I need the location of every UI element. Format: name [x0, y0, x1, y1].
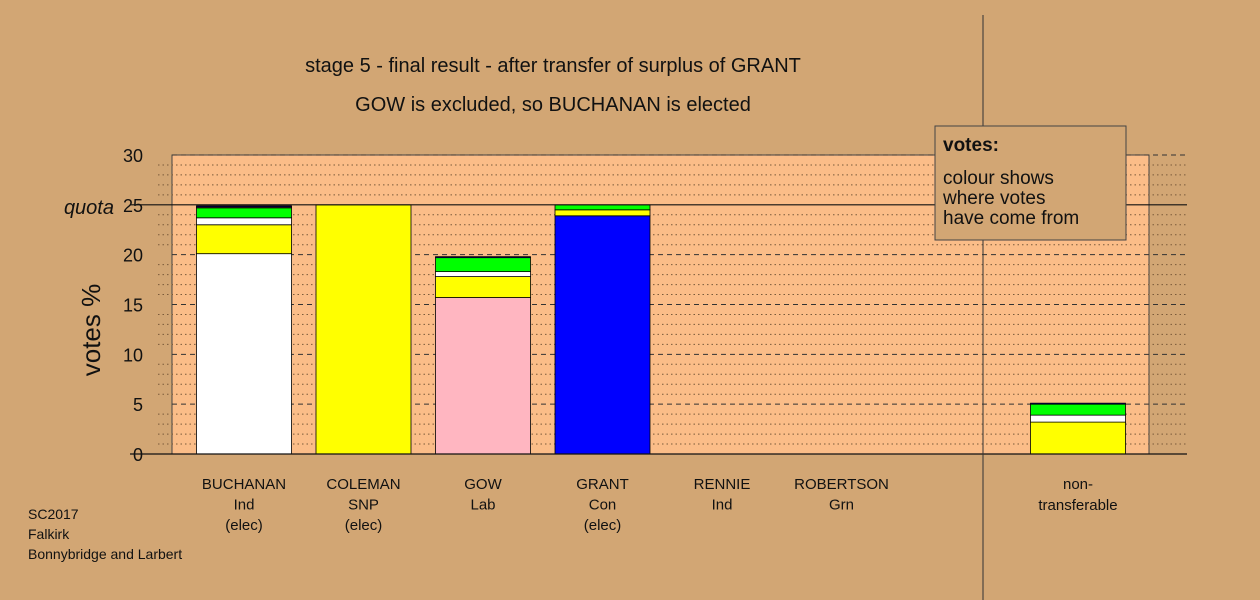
y-tick-label: 15 — [123, 296, 143, 316]
category-label: (elec) — [225, 517, 263, 534]
legend-heading: votes: — [943, 135, 999, 156]
category-label: Ind — [234, 497, 255, 514]
chart-subtitle: GOW is excluded, so BUCHANAN is elected — [355, 94, 751, 116]
bar-segment — [435, 276, 531, 298]
category-label: ROBERTSON — [794, 476, 889, 493]
nontransferable-bar-segment — [1030, 414, 1126, 423]
bar-segment — [435, 256, 531, 259]
bar-segment — [554, 215, 651, 455]
y-tick-label: 25 — [123, 196, 143, 216]
category-label: GOW — [464, 476, 502, 493]
bar-segment — [435, 297, 531, 455]
bar-segment — [196, 224, 292, 255]
footer: SC2017 Falkirk Bonnybridge and Larbert — [28, 506, 182, 562]
footer-line: Falkirk — [28, 526, 70, 542]
legend-line: colour shows — [943, 168, 1054, 189]
y-tick-label: 20 — [123, 246, 143, 266]
nontransferable-bar-segment — [1030, 421, 1126, 455]
legend-line: have come from — [943, 208, 1079, 229]
category-label: Con — [589, 497, 617, 514]
bar-segment — [315, 204, 412, 455]
quota-label: quota — [64, 197, 114, 219]
bar-segment — [196, 205, 292, 208]
bar-segment — [554, 204, 651, 211]
bars — [130, 204, 1187, 455]
category-label: SNP — [348, 497, 379, 514]
nontransferable-bar-segment — [1030, 403, 1126, 416]
footer-line: Bonnybridge and Larbert — [28, 546, 182, 562]
y-tick-label: 0 — [133, 445, 143, 465]
y-tick-label: 10 — [123, 345, 143, 365]
footer-line: SC2017 — [28, 506, 79, 522]
category-label: COLEMAN — [326, 476, 400, 493]
category-label: Grn — [829, 497, 854, 514]
bar-segment — [196, 217, 292, 226]
bar-segment — [196, 253, 292, 455]
category-label: GRANT — [576, 476, 629, 493]
y-tick-label: 5 — [133, 395, 143, 415]
bar-segment — [435, 271, 531, 277]
bar-segment — [554, 209, 651, 217]
legend-box — [934, 125, 1127, 241]
x-axis-labels: BUCHANAN Ind (elec) COLEMAN SNP (elec) GOW Lab G… — [202, 476, 1118, 534]
nontransferable-bar-segment — [1030, 402, 1126, 405]
bar-segment — [196, 207, 292, 219]
category-label: (elec) — [584, 517, 622, 534]
category-label: transferable — [1038, 497, 1117, 514]
chart-title: stage 5 - final result - after transfer … — [305, 55, 801, 77]
legend: votes: colour shows where votes have com… — [934, 125, 1127, 241]
category-label: (elec) — [345, 517, 383, 534]
category-label: Lab — [470, 497, 495, 514]
y-axis-label: votes % — [76, 284, 106, 377]
category-label: BUCHANAN — [202, 476, 286, 493]
y-axis: 0 5 10 15 20 25 30 — [123, 146, 143, 465]
category-label: RENNIE — [694, 476, 751, 493]
y-tick-label: 30 — [123, 146, 143, 166]
category-label: non- — [1063, 476, 1093, 493]
category-label: Ind — [712, 497, 733, 514]
legend-line: where votes — [942, 188, 1045, 209]
bar-segment — [435, 257, 531, 273]
